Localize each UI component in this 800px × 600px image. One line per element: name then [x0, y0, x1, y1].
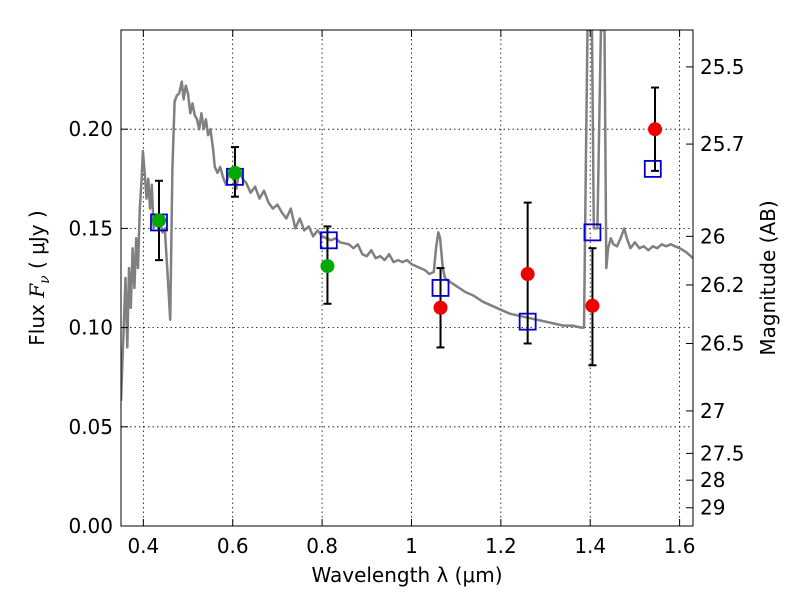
y-tick-label: 0.05 [68, 415, 113, 439]
y-axis-title-prefix: Flux [25, 298, 49, 346]
y2-tick-label: 25.7 [700, 132, 745, 156]
plot-background [121, 30, 693, 526]
model-square [431, 279, 450, 297]
y2-tick-label: 29 [700, 496, 725, 520]
model-square [518, 312, 537, 331]
observed-point-red [433, 300, 448, 315]
model-square [319, 231, 338, 250]
y2-tick-label: 27.5 [700, 441, 745, 465]
ticks: 0.4 0.6 0.8 1 1.2 1.4 1.6 0.00 0.05 0.10 0.15 0.20 2… [68, 30, 745, 558]
y2-tick-label: 26.5 [700, 331, 745, 355]
plot-content [121, 30, 693, 402]
observed-point-red [585, 298, 600, 313]
observed-point-green [151, 213, 166, 228]
observed-point-green [227, 165, 242, 180]
x-tick-label: 0.6 [217, 534, 249, 558]
plot-frame [120, 29, 694, 527]
x-tick-label: 1 [405, 534, 418, 558]
x-tick-label: 0.8 [306, 534, 338, 558]
observed-point-green [320, 259, 335, 274]
observed-point-red [648, 122, 663, 137]
y2-tick-label: 26.2 [700, 273, 745, 297]
y-tick-label: 0.15 [68, 216, 113, 240]
x-axis-title: Wavelength λ (μm) [311, 563, 502, 587]
y2-tick-label: 25.5 [700, 55, 745, 79]
observed-point-red [520, 267, 535, 282]
y2-tick-label: 26 [700, 224, 725, 248]
y2-tick-label: 27 [700, 399, 725, 423]
x-tick-label: 1.6 [664, 534, 696, 558]
y-tick-label: 0.00 [68, 514, 113, 538]
y2-tick-label: 28 [700, 468, 725, 492]
y2-axis-title: Magnitude (AB) [756, 200, 780, 355]
x-tick-label: 0.4 [127, 534, 159, 558]
y-axis-title: Flux Fν ( μJy ) [25, 210, 53, 345]
y-axis-title-suffix: ( μJy ) [25, 210, 49, 275]
model-square [583, 223, 602, 242]
sed-line [121, 30, 693, 402]
y-axis-title-subscript: ν [37, 275, 53, 284]
y-tick-label: 0.10 [68, 316, 113, 340]
y-tick-label: 0.20 [68, 117, 113, 141]
model-square [643, 159, 662, 178]
y-axis-title-symbol: F [25, 283, 49, 299]
x-tick-label: 1.2 [485, 534, 517, 558]
x-tick-label: 1.4 [574, 534, 606, 558]
